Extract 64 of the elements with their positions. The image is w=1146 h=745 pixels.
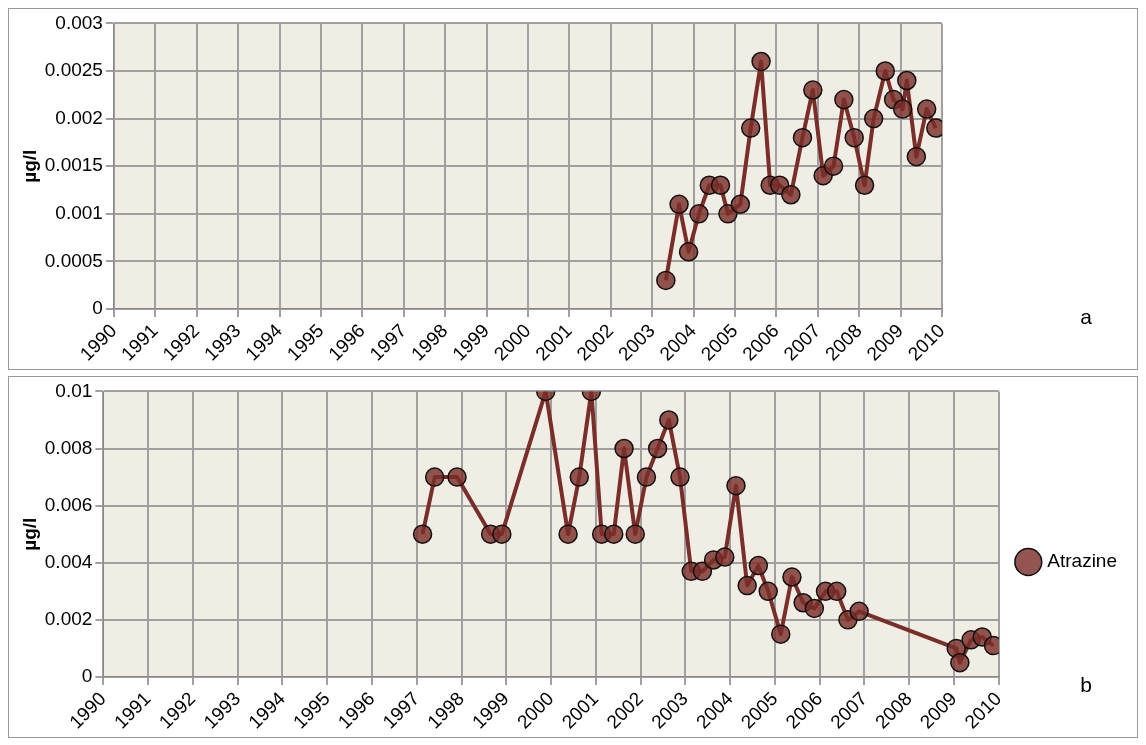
point bbox=[906, 146, 927, 167]
point bbox=[678, 242, 699, 262]
point bbox=[656, 270, 676, 291]
y-tick-label: 0.0015 bbox=[44, 154, 103, 176]
y-axis-title: µg/l bbox=[18, 149, 40, 183]
y-tick-label: 0.0025 bbox=[44, 59, 103, 81]
point bbox=[689, 204, 709, 224]
y-tick-label: 0.008 bbox=[44, 436, 93, 458]
y-tick-label: 0 bbox=[81, 665, 93, 687]
point bbox=[782, 567, 802, 587]
point bbox=[863, 108, 884, 129]
point bbox=[892, 99, 913, 119]
point bbox=[771, 624, 791, 644]
point bbox=[849, 601, 869, 622]
y-tick-label: 0 bbox=[92, 297, 103, 319]
point bbox=[950, 652, 970, 673]
point bbox=[823, 156, 844, 176]
y-tick-label: 0.002 bbox=[55, 106, 103, 128]
point bbox=[659, 410, 679, 430]
point bbox=[692, 561, 713, 582]
point bbox=[492, 524, 512, 544]
point bbox=[834, 89, 854, 110]
text: b bbox=[1080, 673, 1092, 697]
y-tick-label: 0.004 bbox=[44, 550, 93, 572]
y-axis-title: µg/l bbox=[18, 517, 40, 551]
y-tick-label: 0.003 bbox=[55, 11, 103, 33]
point bbox=[604, 524, 624, 544]
point bbox=[792, 127, 813, 148]
y-tick-label: 0.01 bbox=[55, 379, 93, 401]
point bbox=[424, 467, 445, 487]
point bbox=[897, 70, 917, 91]
point bbox=[569, 467, 590, 487]
point bbox=[751, 51, 771, 72]
point bbox=[748, 555, 769, 576]
legend-label: Atrazine bbox=[1047, 550, 1117, 572]
point bbox=[614, 438, 634, 459]
point bbox=[737, 575, 757, 596]
point bbox=[636, 467, 657, 487]
point bbox=[670, 467, 690, 487]
point bbox=[781, 185, 801, 205]
point bbox=[726, 475, 746, 496]
point bbox=[710, 175, 731, 195]
point bbox=[412, 524, 433, 544]
point bbox=[647, 438, 668, 459]
point bbox=[826, 581, 847, 602]
point bbox=[916, 99, 937, 119]
y-tick-label: 0.001 bbox=[55, 202, 103, 224]
point bbox=[803, 80, 823, 100]
point bbox=[804, 598, 825, 619]
point bbox=[844, 127, 864, 148]
point bbox=[447, 467, 467, 487]
y-tick-label: 0.006 bbox=[44, 493, 93, 515]
point bbox=[669, 194, 689, 215]
point bbox=[758, 581, 778, 602]
point bbox=[625, 524, 645, 544]
point bbox=[558, 524, 578, 544]
point bbox=[740, 118, 761, 138]
y-tick-label: 0.0005 bbox=[44, 249, 103, 271]
y-tick-label: 0.002 bbox=[44, 608, 93, 630]
point bbox=[715, 547, 735, 567]
point bbox=[730, 194, 751, 215]
point bbox=[875, 61, 896, 81]
text: a bbox=[1080, 305, 1092, 329]
point bbox=[854, 175, 875, 195]
